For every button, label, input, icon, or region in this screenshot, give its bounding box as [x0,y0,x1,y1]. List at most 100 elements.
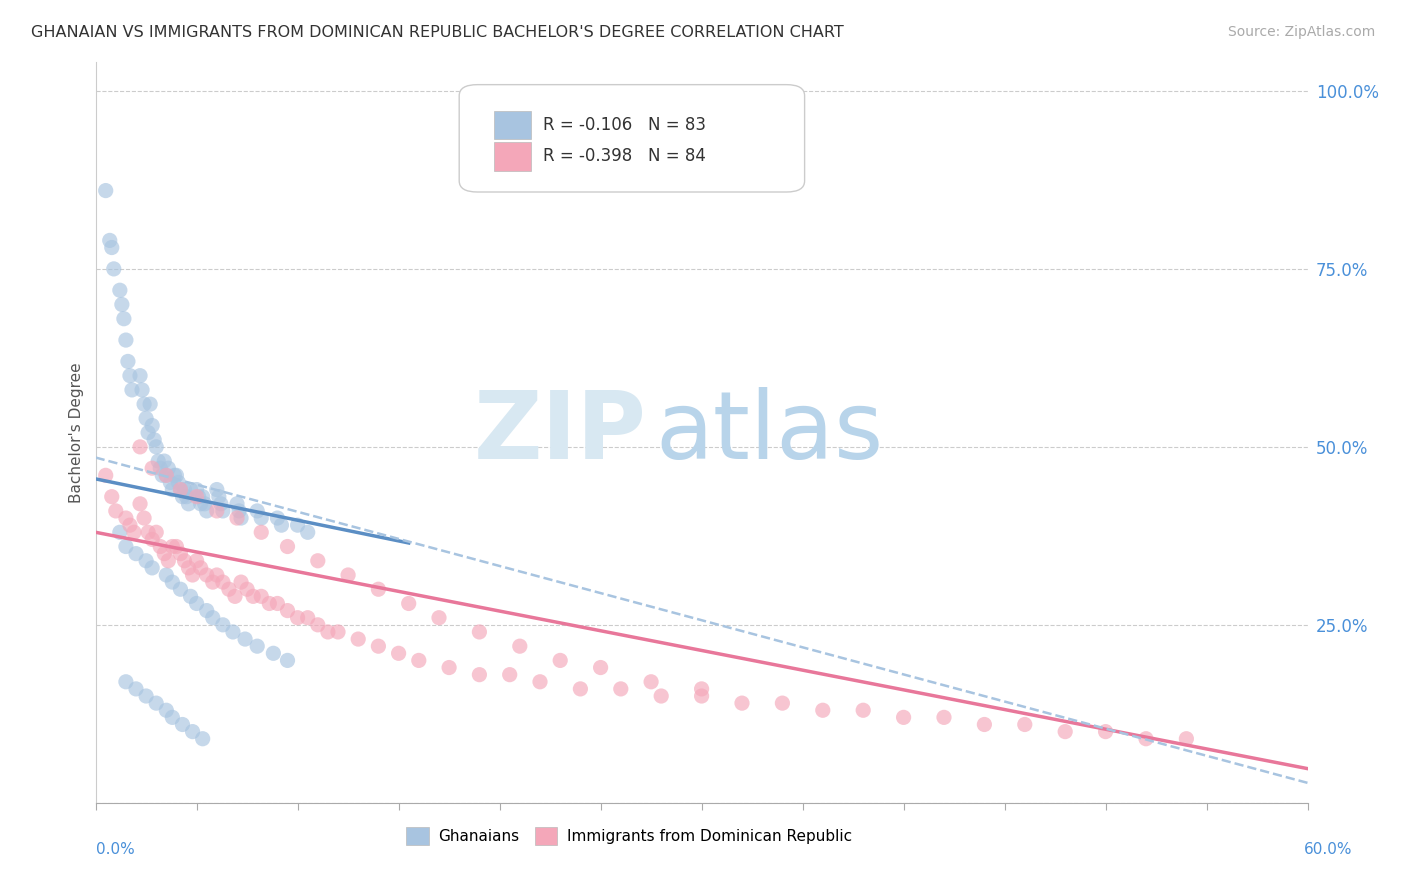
Point [141,533,163,547]
Point [326,624,349,639]
Point [437,660,460,674]
Point [136,425,159,440]
Point [165,468,187,483]
Point [145,440,167,454]
Point [569,681,592,696]
Point [548,653,571,667]
Point [150,468,173,483]
Point [468,624,491,639]
Point [162,575,184,590]
Point [690,681,713,696]
Point [218,582,240,597]
Point [122,525,145,540]
Point [266,597,288,611]
Point [169,582,191,597]
Point [177,497,200,511]
Point [111,297,134,311]
Point [226,511,249,525]
Point [157,461,180,475]
Point [143,433,166,447]
Point [118,518,141,533]
Point [186,597,208,611]
Point [115,511,138,525]
Point [153,547,176,561]
Point [190,561,212,575]
Point [408,653,430,667]
Point [162,540,184,554]
Point [468,667,491,681]
Point [129,368,152,383]
Point [125,681,148,696]
Point [129,440,152,454]
Point [121,383,143,397]
Point [297,525,319,540]
Point [276,540,298,554]
Point [250,525,273,540]
Point [112,311,135,326]
Y-axis label: Bachelor's Degree: Bachelor's Degree [69,362,84,503]
Point [205,483,228,497]
Point [367,582,389,597]
Point [149,461,172,475]
Point [172,717,194,731]
Point [159,475,181,490]
Point [276,653,298,667]
Point [610,681,633,696]
Point [1175,731,1198,746]
Point [242,590,264,604]
Point [169,483,191,497]
Text: Source: ZipAtlas.com: Source: ZipAtlas.com [1227,25,1375,39]
Point [589,660,612,674]
Point [246,639,269,653]
Point [98,234,121,248]
Point [191,731,214,746]
Point [250,590,273,604]
Point [139,397,162,411]
Point [155,703,177,717]
Point [731,696,754,710]
Point [117,354,139,368]
Point [529,674,551,689]
Point [162,483,184,497]
Point [186,483,208,497]
Point [640,674,662,689]
Text: GHANAIAN VS IMMIGRANTS FROM DOMINICAN REPUBLIC BACHELOR'S DEGREE CORRELATION CHA: GHANAIAN VS IMMIGRANTS FROM DOMINICAN RE… [31,25,844,40]
FancyBboxPatch shape [495,112,530,139]
Point [135,689,157,703]
Point [141,561,163,575]
Point [172,490,194,504]
Point [499,667,522,681]
Point [259,597,281,611]
Point [222,624,245,639]
Point [973,717,995,731]
FancyBboxPatch shape [460,85,804,192]
Point [287,518,309,533]
Point [125,547,148,561]
Point [167,475,190,490]
Point [157,554,180,568]
Point [212,617,235,632]
Point [131,383,153,397]
Point [276,604,298,618]
Point [690,689,713,703]
Point [145,696,167,710]
Point [165,540,187,554]
Point [181,568,204,582]
Point [149,540,172,554]
Point [287,610,309,624]
Point [1135,731,1157,746]
Point [173,554,195,568]
Point [246,504,269,518]
Point [932,710,955,724]
Point [233,632,256,646]
Point [162,710,184,724]
Point [388,646,411,660]
Point [108,525,131,540]
Point [262,646,284,660]
Point [132,511,155,525]
Point [115,674,138,689]
Point [893,710,915,724]
Text: 60.0%: 60.0% [1305,842,1353,856]
Point [1054,724,1077,739]
Point [191,490,214,504]
